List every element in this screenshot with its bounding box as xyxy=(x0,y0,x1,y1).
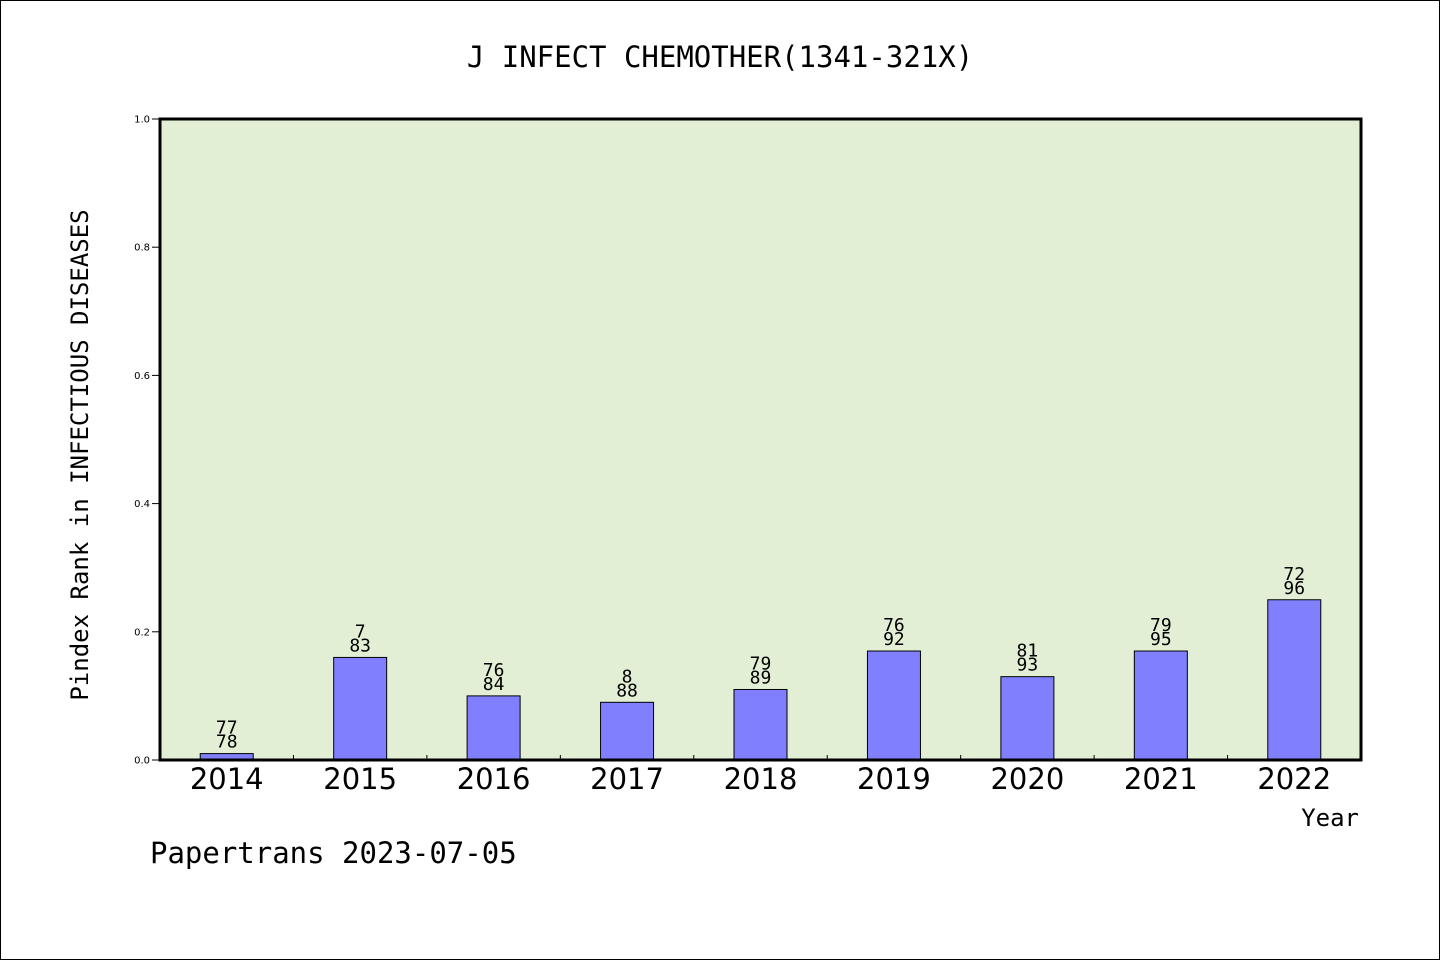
x-tick-label: 2015 xyxy=(323,762,397,796)
x-tick-label: 2021 xyxy=(1124,762,1198,796)
data-label-bottom: 93 xyxy=(1017,655,1039,676)
data-label-top: 81 xyxy=(1017,641,1039,662)
data-label-top: 76 xyxy=(483,660,505,681)
y-tick-label: 1.0 xyxy=(134,115,150,126)
x-axis-title: Year xyxy=(1301,804,1359,832)
bar-2020 xyxy=(1000,676,1055,761)
data-label-top: 79 xyxy=(1150,615,1172,636)
data-label-top: 8 xyxy=(622,666,633,687)
data-label-bottom: 92 xyxy=(883,629,905,650)
bar-2019 xyxy=(866,650,921,761)
data-label-top: 79 xyxy=(750,653,772,674)
bar-2018 xyxy=(733,688,788,761)
data-label-bottom: 83 xyxy=(349,635,371,656)
y-tick-label: 0.0 xyxy=(134,756,150,767)
footer-date-stamp: Papertrans 2023-07-05 xyxy=(150,836,517,870)
x-tick-label: 2017 xyxy=(590,762,664,796)
data-label-top: 77 xyxy=(216,718,238,739)
data-label-top: 72 xyxy=(1283,564,1305,585)
x-tick-label: 2020 xyxy=(990,762,1064,796)
data-label-bottom: 96 xyxy=(1283,578,1305,599)
y-axis-title: Pindex Rank in INFECTIOUS DISEASES xyxy=(66,209,94,700)
x-tick-label: 2016 xyxy=(457,762,531,796)
bar-2022 xyxy=(1267,599,1322,761)
data-label-bottom: 95 xyxy=(1150,629,1172,650)
chart-title: J INFECT CHEMOTHER(1341-321X) xyxy=(467,40,973,74)
data-label-bottom: 88 xyxy=(616,680,638,701)
y-tick-label: 0.6 xyxy=(134,371,150,382)
bar-series xyxy=(199,599,1322,761)
x-tick-label: 2022 xyxy=(1257,762,1331,796)
x-tick-label: 2019 xyxy=(857,762,931,796)
data-label-bottom: 78 xyxy=(216,732,238,753)
y-tick-label: 0.2 xyxy=(134,627,150,638)
bar-2015 xyxy=(333,656,388,761)
x-tick-label: 2014 xyxy=(190,762,264,796)
bar-2021 xyxy=(1133,650,1188,761)
data-label-bottom: 89 xyxy=(750,667,772,688)
data-label-top: 7 xyxy=(355,621,366,642)
y-tick-label: 0.4 xyxy=(134,499,150,510)
data-label-bottom: 84 xyxy=(483,674,505,695)
x-axis-ticks: 2014 2015 2016 2017 2018 2019 2020 2021 2022 xyxy=(190,755,1331,796)
plot-border xyxy=(158,117,1363,762)
y-axis-ticks: 0.0 0.2 0.4 0.6 0.8 1.0 xyxy=(134,115,160,767)
bar-2016 xyxy=(466,695,521,761)
y-tick-label: 0.8 xyxy=(134,243,150,254)
x-tick-label: 2018 xyxy=(724,762,798,796)
bar-2017 xyxy=(600,701,655,761)
data-label-top: 76 xyxy=(883,615,905,636)
